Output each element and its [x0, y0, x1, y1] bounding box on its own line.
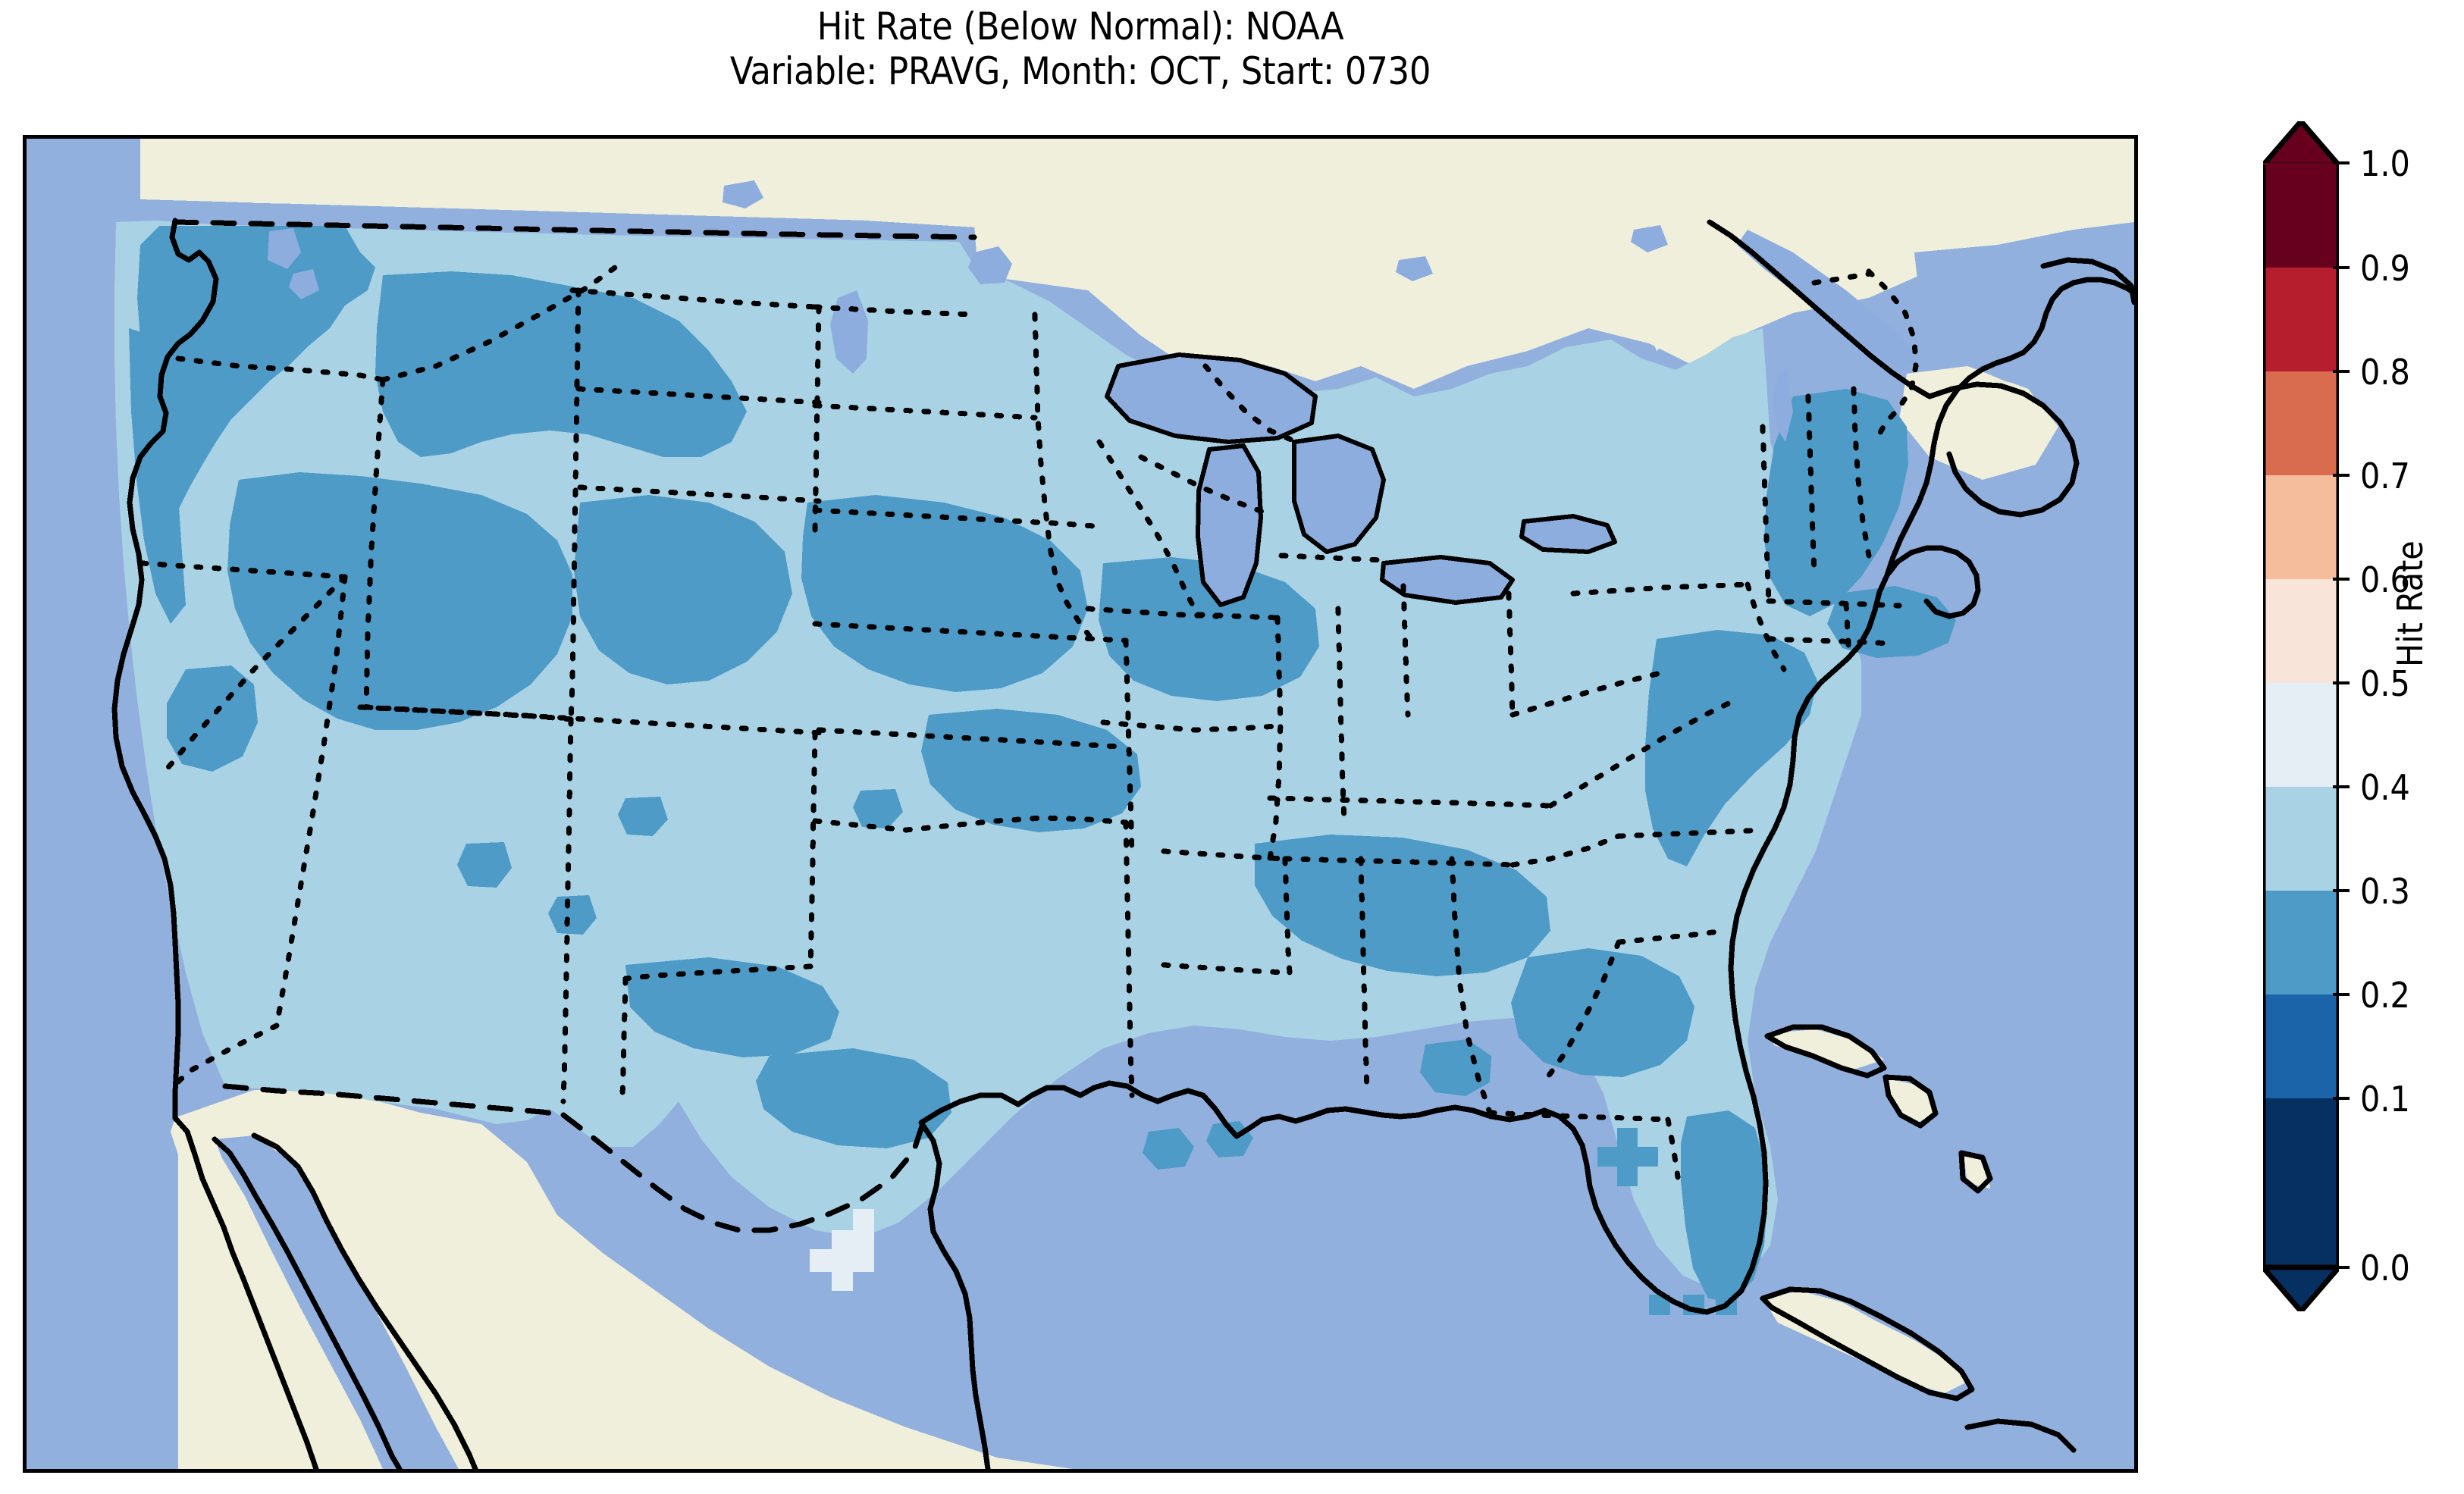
coastline-northeast: [1884, 277, 2134, 578]
lake-huron: [1294, 436, 1384, 552]
land-canada-lower: [140, 139, 2134, 396]
lake-small-2: [1396, 256, 1433, 281]
colorbar-extend-bottom: [2263, 1264, 2339, 1311]
coastline-cuba: [1760, 1286, 1975, 1402]
colorbar-ticks: 1.0 0.9 0.8 0.7 0.6 0.5 0.4 0.3 0.2 0.1 …: [2263, 121, 2460, 1311]
lake-superior: [1107, 355, 1315, 442]
coastline-canada-maritime: [1926, 381, 2080, 518]
lake-michigan: [1198, 446, 1261, 605]
map-canvas: [27, 139, 2134, 1469]
land-cuba: [1763, 1291, 1967, 1393]
coastline-gulf-california-east: [251, 1132, 478, 1469]
lake-small-1: [723, 180, 763, 208]
coastline-baja: [172, 1115, 319, 1469]
land-baja: [171, 1118, 368, 1469]
title-line-1: Hit Rate (Below Normal): NOAA: [817, 5, 1344, 49]
land-bahamas-1: [1770, 1029, 1884, 1070]
coastline-bahamas-3: [1958, 1150, 1993, 1194]
land-bahamas-2: [1888, 1079, 1937, 1124]
gulf-of-california: [215, 1135, 459, 1469]
coastline-east: [1704, 545, 1981, 1315]
colorbar-axis-label: Hit Rate: [2390, 540, 2431, 667]
lake-winnipeg: [830, 290, 868, 374]
stlawrence-river: [1737, 230, 1922, 372]
tick-mark: [2333, 370, 2350, 373]
map-axes: [23, 135, 2138, 1473]
title-line-2: Variable: PRAVG, Month: OCT, Start: 0730: [729, 49, 1431, 93]
lake-ontario: [1522, 516, 1615, 552]
coastline-newfoundland: [2040, 257, 2134, 305]
data-layer-020-030: [129, 226, 1956, 1315]
tick-mark: [2333, 578, 2350, 581]
coastline-gulf: [918, 1080, 1710, 1315]
coastline-bahamas-1: [1764, 1024, 1887, 1079]
coastline-island-small: [1964, 1418, 2077, 1453]
tick-mark: [2333, 681, 2350, 684]
tick-mark: [2333, 993, 2350, 996]
lake-outlines: [1105, 352, 1617, 607]
lake-of-woods: [968, 246, 1012, 284]
data-layer-040-050: [810, 1209, 874, 1291]
ocean-northeast: [1914, 222, 2134, 396]
lake-small-3: [1631, 225, 1668, 252]
great-lakes: [723, 180, 1922, 605]
lake-erie: [1382, 557, 1513, 603]
coastline-west: [111, 218, 219, 1121]
tick-mark: [2333, 1097, 2350, 1100]
tick-mark: [2333, 785, 2350, 788]
page-title: Hit Rate (Below Normal): NOAA Variable: …: [0, 5, 2161, 94]
coastline-baja-east: [212, 1136, 403, 1469]
tick-mark: [2333, 266, 2350, 269]
coastline-stlawrence: [1707, 219, 1933, 399]
tick-mark: [2333, 161, 2350, 164]
lake-champlain: [1773, 370, 1793, 442]
state-borders: [139, 219, 1919, 1233]
tick-mark: [2333, 1266, 2350, 1269]
tick-mark: [2333, 474, 2350, 477]
coastline-bahamas-2: [1882, 1074, 1939, 1129]
coastline-mexico-gulf: [918, 1120, 991, 1469]
puget-sound: [268, 228, 319, 299]
colorbar-gradient: [2263, 121, 2339, 1311]
tick-mark: [2333, 889, 2350, 892]
colorbar: [2263, 121, 2339, 1311]
